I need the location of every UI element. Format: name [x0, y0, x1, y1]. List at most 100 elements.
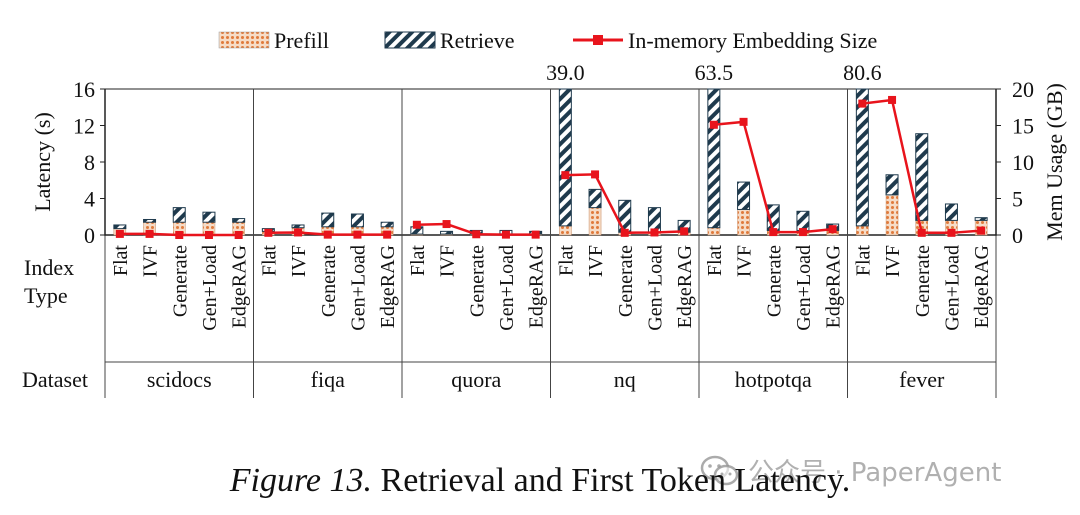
row-label-index-line1: Index: [24, 255, 74, 280]
mem-marker: [561, 171, 570, 180]
mem-marker: [798, 228, 807, 237]
x-tick-label-index: Gen+Load: [347, 245, 369, 331]
dataset-group-quora: Flat IVF Generate Gen+Load EdgeRAG quora: [407, 226, 548, 392]
mem-marker: [977, 226, 986, 235]
latency-chart: Prefill Retrieve In-memory Embedding Siz…: [22, 28, 1067, 398]
x-tick-label-index: Generate: [466, 245, 488, 317]
dataset-label: nq: [614, 367, 636, 392]
y-ticks-left: 0 4 8 12 16: [73, 77, 105, 248]
mem-marker: [204, 231, 213, 239]
x-tick-label-index: Gen+Load: [793, 245, 815, 331]
bar-prefill: [559, 225, 572, 236]
x-tick-label-index: IVF: [288, 245, 310, 277]
mem-marker: [888, 95, 897, 104]
mem-marker: [115, 229, 124, 238]
bar-retrieve: [974, 217, 988, 221]
mem-marker: [264, 228, 273, 237]
bar-retrieve: [291, 224, 305, 229]
bar-prefill: [885, 194, 899, 236]
x-tick-label-index: Flat: [704, 245, 726, 277]
bar-retrieve: [440, 230, 454, 235]
mem-marker: [531, 230, 540, 239]
dataset-label: scidocs: [147, 367, 212, 392]
mem-marker: [501, 230, 510, 239]
bar-retrieve: [885, 174, 899, 196]
y-tick-label-right: 20: [1012, 77, 1034, 102]
legend-label-retrieve: Retrieve: [440, 28, 515, 53]
bar-retrieve: [796, 210, 810, 231]
bar-retrieve: [350, 213, 364, 228]
bar-retrieve: [232, 218, 246, 223]
mem-marker: [472, 230, 481, 239]
x-tick-label-index: Generate: [912, 245, 934, 317]
dataset-groups: Flat IVF Generate Gen+Load EdgeRAG scidocs Fla…: [110, 60, 993, 392]
x-tick-label-index: EdgeRAG: [229, 245, 251, 328]
figure-number: Figure 13.: [229, 462, 373, 499]
x-tick-label-index: Gen+Load: [496, 245, 518, 331]
dataset-group-fever: Flat IVF Generate Gen+Load EdgeRAG 80.6 fever: [843, 60, 993, 392]
mem-marker: [650, 228, 659, 237]
group-separators: [104, 89, 997, 398]
bar-prefill: [588, 207, 602, 236]
caption-text: Retrieval and First Token Latency.: [380, 462, 851, 499]
x-tick-label-index: Generate: [169, 245, 191, 317]
bar-total-label: 80.6: [843, 60, 882, 85]
x-tick-label-index: IVF: [585, 245, 607, 277]
bar-retrieve: [172, 207, 186, 223]
y-tick-label-right: 5: [1012, 187, 1023, 212]
y-axis-title-left: Latency (s): [30, 112, 55, 212]
bar-retrieve: [618, 199, 632, 233]
x-tick-label-index: Flat: [258, 245, 280, 277]
row-label-index-line2: Type: [24, 283, 68, 308]
figure-caption: Figure 13. Retrieval and First Token Lat…: [0, 462, 1080, 500]
mem-marker: [620, 228, 629, 237]
bar-prefill: [737, 209, 750, 236]
bar-retrieve: [321, 212, 335, 228]
x-tick-label-index: Gen+Load: [941, 245, 963, 331]
bar-retrieve: [944, 203, 958, 221]
legend-swatch-retrieve: [384, 31, 436, 49]
x-tick-label-index: Flat: [407, 245, 429, 277]
bar-retrieve: [143, 218, 157, 223]
dataset-label: hotpotqa: [735, 367, 812, 392]
dataset-group-hotpotqa: Flat IVF Generate Gen+Load EdgeRAG 63.5 hotpot…: [695, 60, 845, 392]
y-axis-title-right: Mem Usage (GB): [1042, 83, 1067, 241]
y-tick-label-left: 4: [84, 187, 95, 212]
mem-marker: [858, 99, 867, 108]
bar-total-label: 39.0: [546, 60, 585, 85]
row-label-dataset: Dataset: [22, 367, 88, 392]
x-tick-label-index: Gen+Load: [199, 245, 221, 331]
y-tick-label-left: 12: [73, 114, 95, 139]
bar-prefill: [856, 225, 869, 236]
x-tick-label-index: Flat: [110, 245, 132, 277]
mem-marker: [680, 227, 689, 236]
x-tick-label-index: EdgeRAG: [674, 245, 696, 328]
legend-swatch-prefill: [218, 31, 270, 49]
y-ticks-right: 0 5 10 15 20: [996, 77, 1034, 248]
y-tick-label-right: 0: [1012, 223, 1023, 248]
dataset-label: fiqa: [311, 367, 345, 392]
x-tick-label-index: Flat: [852, 245, 874, 277]
x-tick-label-index: Generate: [615, 245, 637, 317]
mem-marker: [709, 120, 718, 129]
bar-retrieve: [588, 188, 602, 209]
bar-retrieve: [113, 224, 127, 230]
watermark: 公众号 · PaperAgent: [700, 452, 1001, 489]
legend-label-prefill: Prefill: [274, 28, 329, 53]
dataset-label: quora: [451, 367, 501, 392]
mem-marker: [412, 220, 421, 229]
x-tick-label-index: IVF: [882, 245, 904, 277]
x-tick-label-index: EdgeRAG: [377, 245, 399, 328]
x-tick-label-index: Generate: [318, 245, 340, 317]
mem-marker: [828, 225, 837, 234]
bar-retrieve: [380, 221, 394, 228]
legend: Prefill Retrieve In-memory Embedding Siz…: [218, 28, 877, 53]
mem-marker: [294, 228, 303, 237]
x-tick-label-index: EdgeRAG: [971, 245, 993, 328]
legend-label-mem: In-memory Embedding Size: [628, 28, 877, 53]
bar-retrieve: [855, 88, 869, 227]
x-tick-label-index: Gen+Load: [644, 245, 666, 331]
x-tick-label-index: IVF: [140, 245, 162, 277]
y-tick-label-right: 10: [1012, 150, 1034, 175]
mem-lines: [115, 95, 986, 239]
